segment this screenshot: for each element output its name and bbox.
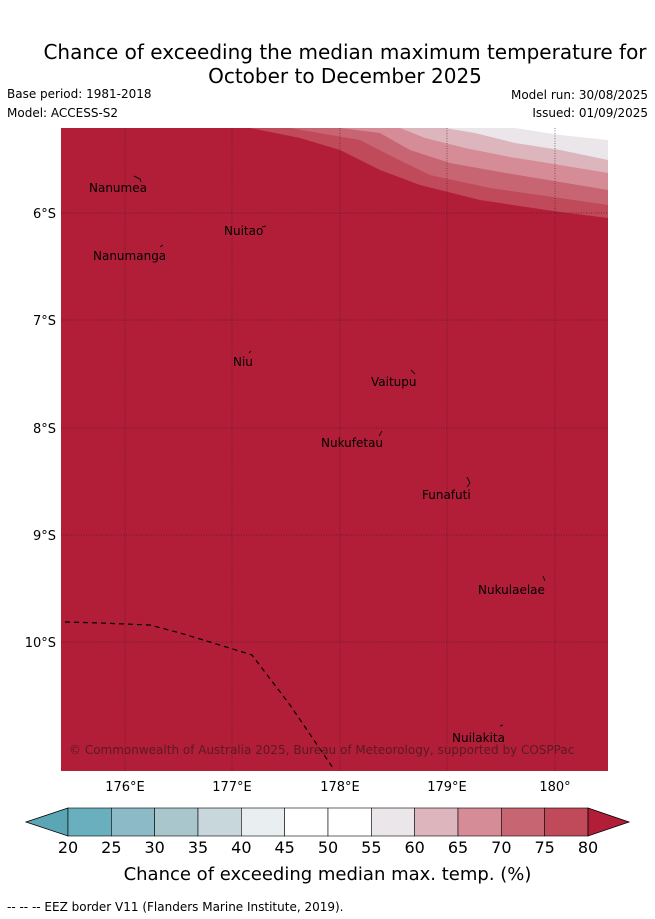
colorbar-segment bbox=[501, 807, 545, 837]
lon-label-178e: 178°E bbox=[320, 780, 360, 795]
band-55-60 bbox=[405, 128, 608, 160]
lon-label-179e: 179°E bbox=[427, 780, 467, 795]
place-vaitupu: Vaitupu bbox=[371, 375, 417, 389]
colorbar-segment bbox=[457, 807, 502, 837]
place-niu: Niu bbox=[233, 355, 253, 369]
place-nuitao: Nuitao bbox=[224, 224, 263, 238]
lat-label-9s: 9°S bbox=[33, 529, 56, 544]
colorbar-tick-label: 65 bbox=[448, 838, 468, 857]
lon-label-176e: 176°E bbox=[105, 780, 145, 795]
colorbar-over-arrow bbox=[587, 807, 631, 837]
colorbar-tick-label: 40 bbox=[231, 838, 251, 857]
colorbar-segment bbox=[371, 807, 415, 837]
colorbar-tick-label: 60 bbox=[404, 838, 424, 857]
island-funafuti bbox=[466, 476, 471, 488]
colorbar-tick-label: 30 bbox=[144, 838, 164, 857]
colorbar-tick-label: 25 bbox=[101, 838, 121, 857]
colorbar-tick-label: 75 bbox=[534, 838, 554, 857]
title-line-2: October to December 2025 bbox=[208, 64, 482, 88]
colorbar-segment bbox=[197, 807, 242, 837]
issued-date: Issued: 01/09/2025 bbox=[532, 106, 648, 120]
island-nukufetau bbox=[378, 430, 383, 437]
island-vaitupu bbox=[410, 369, 416, 375]
island-nuilakita bbox=[499, 724, 504, 727]
colorbar-tick-label: 70 bbox=[491, 838, 511, 857]
island-nuitao bbox=[261, 225, 267, 228]
model-name: Model: ACCESS-S2 bbox=[7, 106, 119, 120]
colorbar-tick-label: 20 bbox=[58, 838, 78, 857]
lon-label-180: 180° bbox=[539, 780, 570, 795]
lat-label-8s: 8°S bbox=[33, 422, 56, 437]
model-run: Model run: 30/08/2025 bbox=[510, 88, 648, 102]
colorbar-segment bbox=[111, 807, 155, 837]
island-outlines bbox=[133, 175, 546, 727]
map-title: Chance of exceeding the median maximum t… bbox=[0, 40, 655, 88]
colorbar-tick-label: 55 bbox=[361, 838, 381, 857]
lat-label-7s: 7°S bbox=[33, 314, 56, 329]
place-funafuti: Funafuti bbox=[422, 488, 471, 502]
graticule bbox=[61, 128, 608, 771]
eez-border-line bbox=[64, 621, 334, 769]
place-nanumea: Nanumea bbox=[89, 181, 147, 195]
colorbar-under-arrow bbox=[24, 807, 69, 837]
title-line-1: Chance of exceeding the median maximum t… bbox=[43, 40, 647, 64]
colorbar: 20 25 30 35 40 45 50 55 60 65 70 75 80 bbox=[24, 807, 631, 857]
colorbar-segment bbox=[241, 807, 285, 837]
colorbar-title: Chance of exceeding median max. temp. (%… bbox=[123, 864, 532, 885]
colorbar-segment bbox=[544, 807, 589, 837]
colorbar-tick-label: 80 bbox=[578, 838, 598, 857]
island-nanumea bbox=[133, 175, 142, 183]
lon-label-177e: 177°E bbox=[212, 780, 252, 795]
island-nanumanga bbox=[159, 244, 164, 248]
base-period: Base period: 1981-2018 bbox=[7, 87, 152, 101]
island-nukulaelae bbox=[542, 575, 546, 582]
place-nanumanga: Nanumanga bbox=[93, 249, 166, 263]
colorbar-segment bbox=[284, 807, 329, 837]
copyright-notice: © Commonwealth of Australia 2025, Bureau… bbox=[69, 743, 574, 757]
eez-legend-note: -- -- -- EEZ border V11 (Flanders Marine… bbox=[7, 900, 344, 914]
colorbar-segment bbox=[67, 807, 112, 837]
band-45-55 bbox=[445, 128, 608, 140]
colorbar-tick-label: 35 bbox=[188, 838, 208, 857]
colorbar-segment bbox=[154, 807, 199, 837]
island-niu bbox=[248, 350, 252, 354]
lat-label-6s: 6°S bbox=[33, 207, 56, 222]
colorbar-segment bbox=[414, 807, 459, 837]
colorbar-tick-label: 50 bbox=[318, 838, 338, 857]
map-base-fill bbox=[61, 128, 608, 771]
place-nukufetau: Nukufetau bbox=[321, 436, 383, 450]
place-nuilakita: Nuilakita bbox=[452, 731, 505, 745]
colorbar-tick-label: 45 bbox=[274, 838, 294, 857]
colorbar-segment bbox=[327, 807, 372, 837]
place-nukulaelae: Nukulaelae bbox=[478, 583, 545, 597]
lat-label-10s: 10°S bbox=[25, 636, 56, 651]
